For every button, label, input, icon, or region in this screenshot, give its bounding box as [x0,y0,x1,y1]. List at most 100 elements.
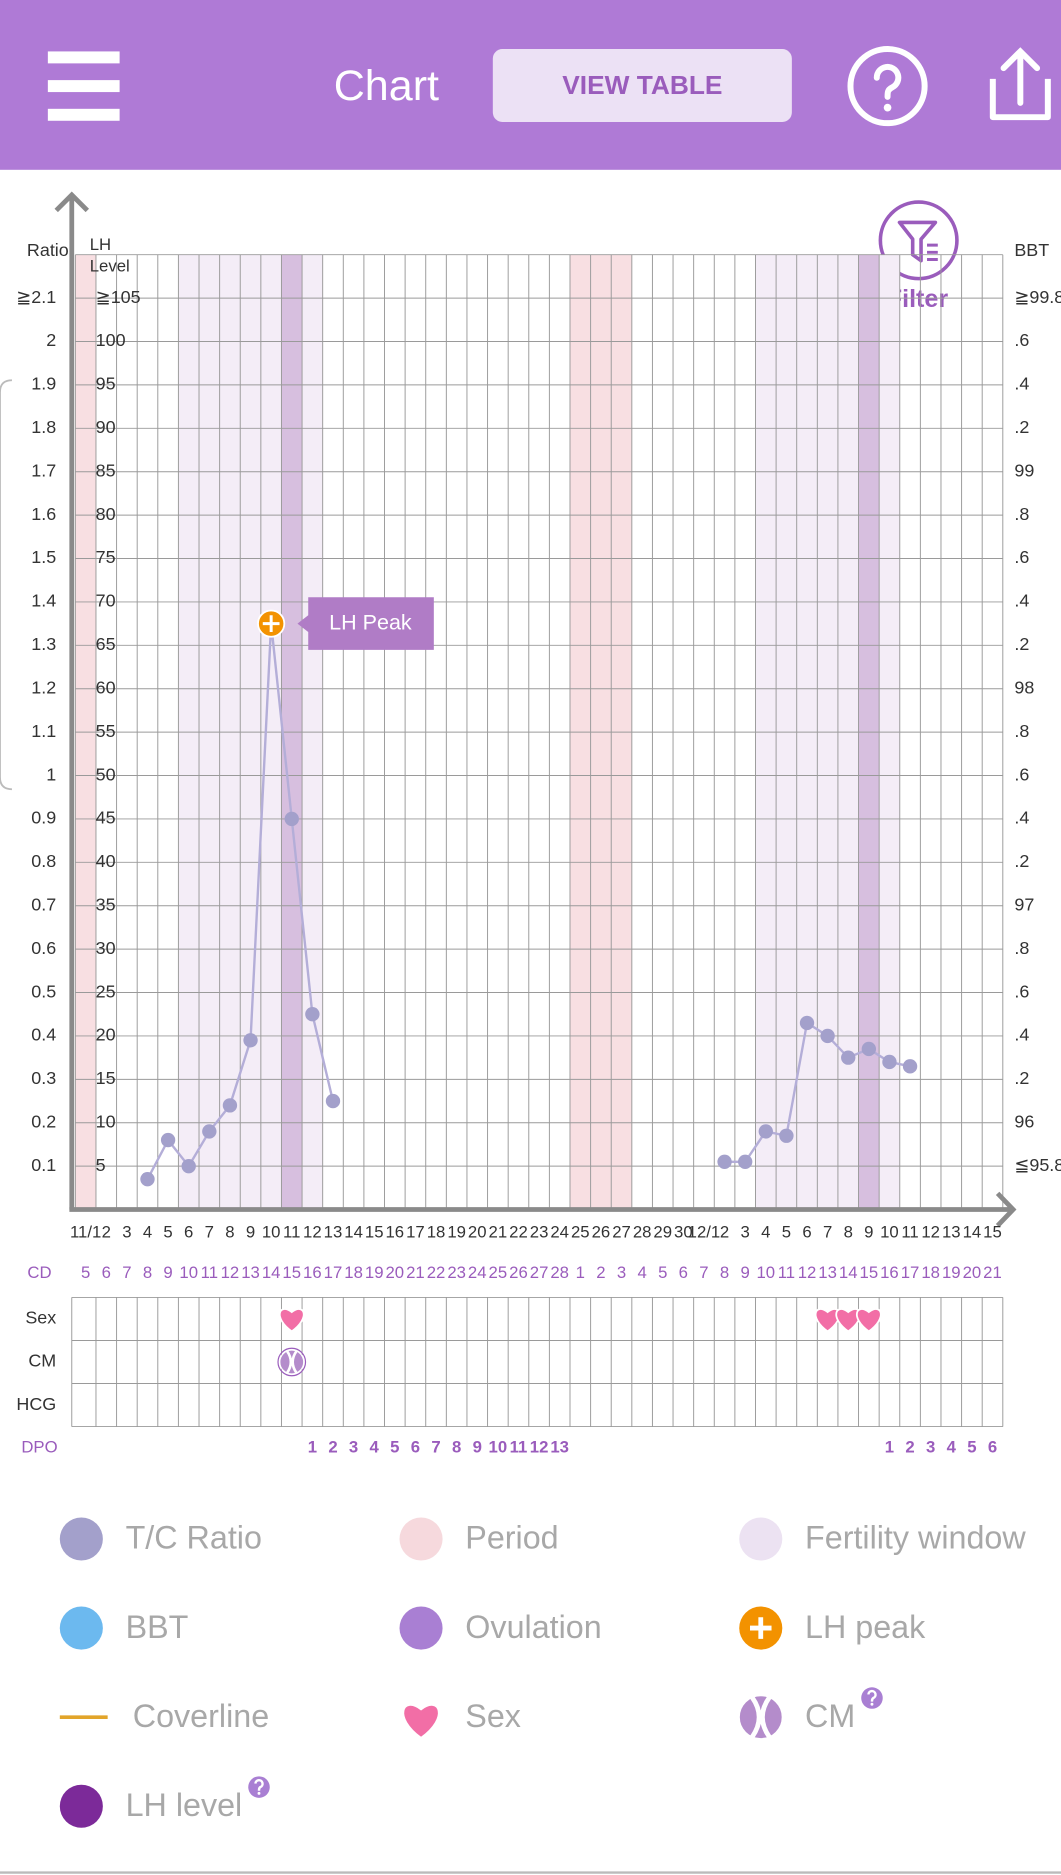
cd-value: 20 [385,1263,404,1282]
x-tick-label: 4 [761,1222,770,1241]
cd-value: 12 [798,1263,817,1282]
dpo-value: 3 [926,1438,935,1457]
grid: 0.10.20.30.40.50.60.70.80.911.11.21.31.4… [16,191,1061,1457]
dpo-value: 12 [530,1438,549,1457]
x-tick-label: 28 [633,1222,652,1241]
y-tick-label: 0.7 [31,894,56,914]
cd-value: 17 [901,1263,920,1282]
dpo-value: 13 [550,1438,569,1457]
dpo-value: 6 [988,1438,997,1457]
cd-value: 27 [530,1263,549,1282]
cd-value: 5 [81,1263,90,1282]
legend-swatch [59,1517,103,1561]
row-label: HCG [16,1394,56,1414]
x-tick-label: 2 [102,1222,111,1241]
y2-tick-label: 70 [96,591,116,611]
ratio-point [284,811,299,827]
x-tick-label: 5 [782,1222,791,1241]
view-table-button[interactable]: VIEW TABLE [492,49,792,122]
x-tick-label: 3 [741,1222,750,1241]
y-tick-label: 1.4 [31,591,56,611]
y3-tick-label: ≧99.8 [1014,287,1061,307]
legend-swatch [399,1606,443,1650]
y-tick-label: 1.3 [31,634,56,654]
cm-ring [277,1347,307,1377]
menu-button[interactable] [47,51,120,121]
cd-value: 12 [221,1263,240,1282]
legend-swatch [399,1517,443,1561]
cd-value: 18 [344,1263,363,1282]
y-tick-label: 2 [46,330,56,350]
x-tick-label: 20 [468,1222,487,1241]
ratio-point [902,1059,918,1074]
y2-tick-label: 60 [96,677,116,697]
dpo-label: DPO [21,1438,57,1457]
cd-value: 7 [699,1263,708,1282]
legend-label: Period [465,1520,558,1556]
menu-line [47,80,120,93]
y2-tick-label: 85 [96,460,116,480]
cd-value: 22 [427,1263,446,1282]
lh-peak-label: LH Peak [329,610,412,634]
ratio-point [779,1128,794,1143]
ratio-point [717,1154,732,1169]
dpo-value: 5 [390,1438,399,1457]
y3-tick-label: ≦95.8 [1014,1155,1061,1175]
y2-tick-label: ≧105 [96,287,141,307]
help-badge-dot [257,1791,261,1795]
button-bg [492,49,792,122]
cd-value: 2 [596,1263,605,1282]
ratio-point [882,1054,897,1070]
y2-tick-label: 25 [96,981,116,1001]
dpo-value: 4 [947,1438,957,1457]
cd-value: 7 [122,1263,131,1282]
side-handle [0,379,12,791]
cd-value: 10 [756,1263,775,1282]
header-title: Chart [334,62,439,110]
y3-tick-label: .2 [1014,417,1029,437]
cd-value: 24 [468,1263,487,1282]
x-tick-label: 15 [983,1222,1002,1241]
cd-value: 9 [163,1263,172,1282]
x-tick-label: 13 [324,1222,343,1241]
cd-value: 9 [741,1263,750,1282]
y-axis [54,191,90,1210]
ratio-point [841,1050,856,1065]
help-button[interactable] [847,46,928,127]
x-tick-label: 8 [225,1222,234,1241]
x-axis [69,1191,1017,1228]
cd-value: 28 [550,1263,569,1282]
cd-value: 16 [880,1263,899,1282]
legend: T/C Ratio Period Fertility window BBT Ovulat… [59,1517,1026,1828]
cd-value: 4 [637,1263,646,1282]
legend-label: CM [805,1698,855,1734]
filter-funnel [897,220,938,263]
cd-value: 13 [241,1263,260,1282]
x-tick-label: 18 [427,1222,446,1241]
y2-tick-label: 35 [96,894,116,914]
y-tick-label: 0.4 [31,1025,56,1045]
share-button[interactable] [989,47,1051,121]
y3-tick-label: .6 [1014,981,1029,1001]
ratio-point [160,1132,176,1148]
y3-tick-label: .8 [1014,721,1029,741]
y-tick-label: 1 [46,764,56,784]
y-tick-label: 1.2 [31,677,56,697]
ratio-point [140,1171,155,1187]
y-tick-label: 1.5 [31,547,56,567]
y-tick-label: 1.7 [31,460,56,480]
y3-tick-label: .4 [1014,374,1029,394]
x-tick-label: 11 [283,1222,300,1241]
y-tick-label: 0.9 [31,808,56,828]
dpo-value: 9 [473,1438,482,1457]
y3-tick-label: .2 [1014,851,1029,871]
x-tick-label: 8 [844,1222,853,1241]
y2-tick-label: 90 [96,417,116,437]
dpo-value: 4 [370,1438,380,1457]
legend-label: Coverline [133,1698,269,1734]
cd-value: 10 [179,1263,198,1282]
button-label: VIEW TABLE [562,70,722,100]
help-circle [847,46,928,127]
